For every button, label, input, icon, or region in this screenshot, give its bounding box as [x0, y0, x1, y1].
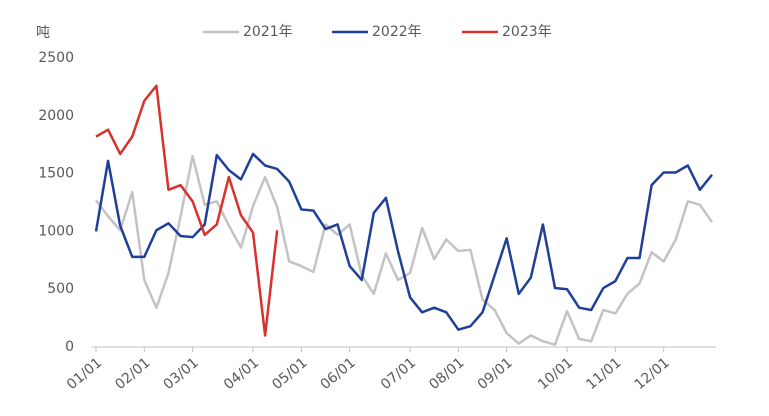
x-tick-label: 02/01: [112, 355, 153, 393]
y-tick-label: 500: [47, 281, 74, 297]
y-tick-label: 1500: [38, 166, 74, 182]
y-tick-label: 0: [65, 339, 74, 355]
y-tick-label: 1000: [38, 223, 74, 239]
x-tick-label: 12/01: [632, 355, 673, 393]
x-tick-label: 11/01: [583, 355, 624, 393]
y-unit: 吨: [36, 25, 50, 41]
series-line: [94, 152, 713, 331]
x-tick-label: 05/01: [269, 355, 310, 393]
series-line: [95, 84, 279, 337]
x-tick-label: 03/01: [161, 355, 202, 393]
series-line: [94, 155, 714, 346]
x-tick-label: 01/01: [64, 355, 105, 393]
y-tick-label: 2000: [38, 108, 74, 124]
x-tick-label: 07/01: [378, 355, 419, 393]
x-tick-label: 04/01: [221, 355, 262, 393]
x-tick-label: 09/01: [475, 355, 516, 393]
x-tick-label: 08/01: [426, 355, 467, 393]
x-tick-label: 06/01: [318, 355, 359, 393]
legend-label: 2021年: [243, 24, 293, 40]
y-tick-label: 2500: [38, 50, 74, 66]
x-tick-label: 10/01: [535, 355, 576, 393]
legend-label: 2022年: [372, 24, 422, 40]
legend-label: 2023年: [502, 24, 552, 40]
